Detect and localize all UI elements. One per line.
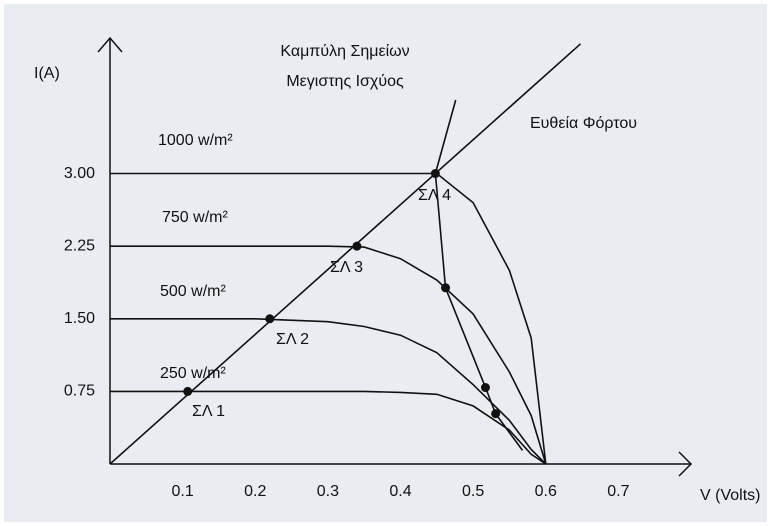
x-tick-label: 0.1 xyxy=(172,483,194,500)
operating-point xyxy=(441,283,451,293)
curve-label: 750 w/m² xyxy=(162,209,228,226)
operating-point xyxy=(183,386,193,396)
y-tick-label: 3.00 xyxy=(64,165,95,182)
mpp-label: Μεγιστης Ισχύος xyxy=(286,73,404,90)
x-tick-label: 0.7 xyxy=(607,483,629,500)
point-label: ΣΛ 3 xyxy=(330,259,363,276)
curve xyxy=(110,318,547,465)
y-axis-arrow xyxy=(97,36,123,53)
y-tick-label: 1.50 xyxy=(64,310,95,327)
mpp-label: Καμπύλη Σημείων xyxy=(280,43,409,60)
curve xyxy=(110,245,547,465)
curve-label: 500 w/m² xyxy=(160,283,226,300)
operating-point xyxy=(480,383,490,393)
x-tick-label: 0.4 xyxy=(389,483,411,500)
y-tick-label: 2.25 xyxy=(64,237,95,254)
point-label: ΣΛ 4 xyxy=(418,187,451,204)
background xyxy=(4,4,767,522)
operating-point xyxy=(265,314,275,324)
x-tick-label: 0.6 xyxy=(535,483,557,500)
point-label: ΣΛ 1 xyxy=(192,403,225,420)
load-line-label: Ευθεία Φόρτου xyxy=(530,115,637,132)
curve xyxy=(110,172,547,465)
x-axis-arrow xyxy=(678,451,693,477)
x-tick-label: 0.5 xyxy=(462,483,484,500)
operating-point xyxy=(430,169,440,179)
x-axis-label: V (Volts) xyxy=(700,487,760,504)
y-axis-label: I(A) xyxy=(34,65,60,82)
curve-label: 250 w/m² xyxy=(160,365,226,382)
operating-point xyxy=(352,241,362,251)
point-label: ΣΛ 2 xyxy=(276,331,309,348)
y-tick-label: 0.75 xyxy=(64,383,95,400)
curve xyxy=(110,390,547,465)
x-tick-label: 0.3 xyxy=(317,483,339,500)
curve-label: 1000 w/m² xyxy=(158,132,233,149)
x-tick-label: 0.2 xyxy=(244,483,266,500)
operating-point xyxy=(491,409,501,419)
curve xyxy=(434,99,524,451)
